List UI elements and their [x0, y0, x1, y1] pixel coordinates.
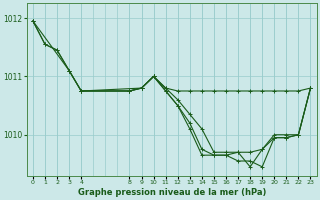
X-axis label: Graphe pression niveau de la mer (hPa): Graphe pression niveau de la mer (hPa)	[77, 188, 266, 197]
